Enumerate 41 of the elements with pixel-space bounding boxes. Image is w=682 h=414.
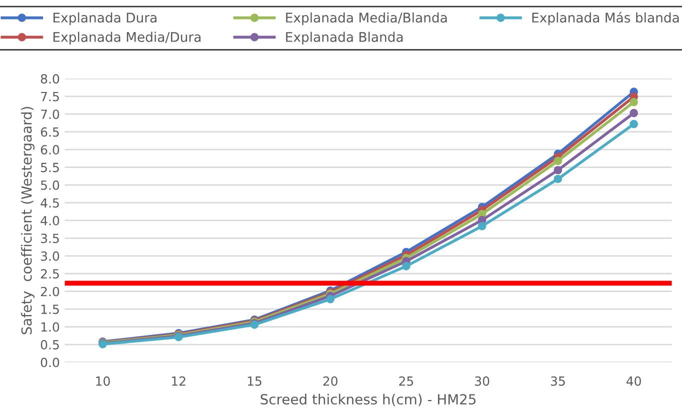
y-tick-label: 1.5 <box>41 304 59 314</box>
point <box>554 156 562 166</box>
x-tick-label: 20 <box>323 376 338 386</box>
x-tick-label: 12 <box>172 376 186 386</box>
y-tick-label: 3.0 <box>41 251 60 261</box>
y-tick-label: 5.0 <box>41 180 60 190</box>
legend-label: Explanada Blanda <box>286 32 403 45</box>
x-tick-label: 25 <box>399 376 414 386</box>
y-tick-label: 2.0 <box>40 286 60 296</box>
y-tick-label: 7.5 <box>41 92 59 102</box>
y-tick-label: 5.5 <box>41 162 59 172</box>
point <box>630 108 638 118</box>
y-tick-label: 8.0 <box>40 74 60 84</box>
y-tick-label: 4.0 <box>40 216 60 226</box>
x-axis-title: Screed thickness h(cm) - HM25 <box>260 394 476 406</box>
point <box>554 166 562 174</box>
legend-label: Explanada Media/Dura <box>54 32 201 45</box>
x-tick-label: 30 <box>475 376 490 386</box>
legend-label: Explanada Más blanda <box>532 12 679 26</box>
point <box>630 98 638 106</box>
y-axis-title: Safety coefficient (Westergaard) <box>21 106 34 334</box>
y-tick-label: 7.0 <box>41 110 60 120</box>
point <box>326 294 335 304</box>
point <box>554 174 562 184</box>
y-tick-label: 1.0 <box>41 322 60 332</box>
legend-label: Explanada Dura <box>54 12 156 26</box>
y-tick-label: 4.5 <box>40 198 59 208</box>
y-tick-label: 0.0 <box>40 358 60 368</box>
y-tick-label: 0.5 <box>40 340 59 350</box>
x-tick-label: 10 <box>96 376 110 386</box>
point <box>402 262 410 270</box>
y-tick-label: 2.5 <box>40 269 59 279</box>
y-tick-label: 6.0 <box>40 145 60 154</box>
x-tick-label: 15 <box>248 376 262 386</box>
x-tick-label: 40 <box>626 376 641 386</box>
point <box>478 222 486 230</box>
legend-label: Explanada Media/Blanda <box>286 12 447 26</box>
y-tick-label: 3.5 <box>41 234 59 244</box>
x-tick-label: 35 <box>550 376 565 386</box>
point <box>630 120 638 128</box>
y-tick-label: 6.5 <box>40 127 59 137</box>
